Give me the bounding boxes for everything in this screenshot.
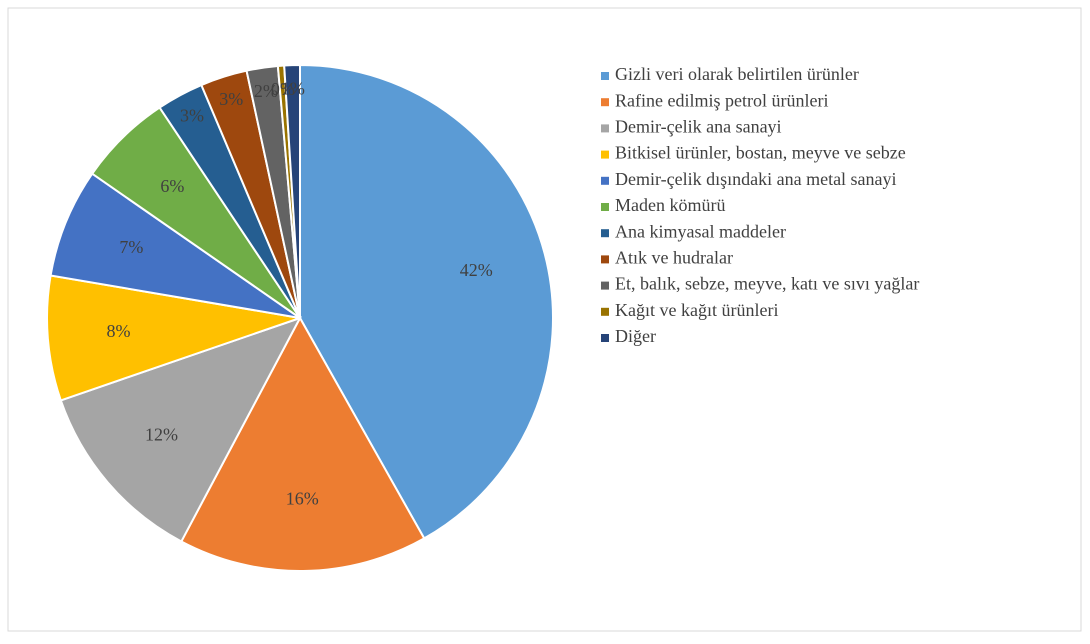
- pie-slice: [49, 172, 301, 319]
- pie-slice: [299, 63, 554, 540]
- legend-swatch: [601, 203, 609, 211]
- legend-swatch: [601, 72, 609, 80]
- legend-label: Demir-çelik dışındaki ana metal sanayi: [615, 169, 897, 189]
- pie-slice: [46, 274, 301, 402]
- data-label: 6%: [160, 176, 184, 196]
- legend-label: Diğer: [615, 326, 656, 346]
- legend-swatch: [601, 124, 609, 133]
- pie-slice: [283, 63, 301, 319]
- data-label: 12%: [145, 424, 178, 444]
- data-label: 16%: [286, 488, 319, 508]
- data-label: 1%: [281, 79, 305, 99]
- pie-slice: [59, 316, 303, 543]
- legend-label: Ana kimyasal maddeler: [615, 221, 786, 241]
- data-label: 8%: [106, 321, 130, 341]
- legend-label: Kağıt ve kağıt ürünleri: [615, 300, 778, 320]
- data-label: 0%: [271, 79, 295, 99]
- legend-swatch: [601, 176, 609, 185]
- data-label: 7%: [119, 237, 143, 257]
- legend-swatch: [601, 334, 609, 342]
- legend-label: Maden kömürü: [615, 195, 725, 215]
- data-label: 2%: [254, 81, 278, 101]
- legend-label: Demir-çelik ana sanayi: [615, 117, 782, 137]
- legend-swatch: [601, 281, 609, 290]
- data-label: 42%: [460, 260, 493, 280]
- legend-swatch: [601, 255, 609, 264]
- data-label: 3%: [180, 106, 204, 126]
- legend-label: Rafine edilmiş petrol ürünleri: [615, 90, 828, 110]
- legend-swatch: [601, 307, 609, 316]
- legend-label: Bitkisel ürünler, bostan, meyve ve sebze: [615, 143, 906, 163]
- pie-slice: [179, 315, 426, 572]
- legend-swatch: [601, 98, 609, 107]
- legend-swatch: [601, 229, 609, 238]
- data-label: 3%: [219, 89, 243, 109]
- legend-label: Et, balık, sebze, meyve, katı ve sıvı ya…: [615, 274, 919, 294]
- legend-swatch: [601, 150, 609, 159]
- legend-label: Gizli veri olarak belirtilen ürünler: [615, 64, 859, 84]
- legend-label: Atık ve hudralar: [615, 248, 733, 268]
